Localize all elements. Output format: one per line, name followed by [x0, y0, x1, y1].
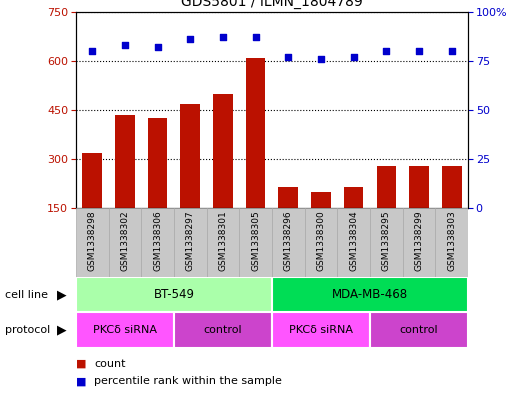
Bar [213, 94, 233, 257]
Bar [239, 208, 272, 277]
Text: ■: ■ [76, 376, 86, 386]
Text: GSM1338295: GSM1338295 [382, 210, 391, 271]
Bar [246, 58, 266, 257]
Bar [272, 208, 304, 277]
Bar [337, 208, 370, 277]
Text: GSM1338304: GSM1338304 [349, 210, 358, 271]
Bar [76, 312, 174, 348]
Bar [272, 312, 370, 348]
Text: control: control [203, 325, 242, 335]
Text: GSM1338305: GSM1338305 [251, 210, 260, 271]
Text: PKCδ siRNA: PKCδ siRNA [93, 325, 157, 335]
Bar [344, 187, 363, 257]
Bar [115, 115, 135, 257]
Text: GSM1338297: GSM1338297 [186, 210, 195, 271]
Bar [370, 208, 403, 277]
Text: protocol: protocol [5, 325, 51, 335]
Text: GSM1338300: GSM1338300 [316, 210, 325, 271]
Text: cell line: cell line [5, 290, 48, 300]
Bar [442, 166, 462, 257]
Bar [279, 187, 298, 257]
Point [448, 48, 456, 54]
Bar [174, 312, 272, 348]
Text: GSM1338306: GSM1338306 [153, 210, 162, 271]
Text: control: control [400, 325, 438, 335]
Text: GSM1338302: GSM1338302 [120, 210, 129, 271]
Text: ■: ■ [76, 358, 86, 369]
Bar [311, 192, 331, 257]
Bar [370, 312, 468, 348]
Point [121, 42, 129, 48]
Title: GDS5801 / ILMN_1804789: GDS5801 / ILMN_1804789 [181, 0, 363, 9]
Text: ▶: ▶ [57, 288, 66, 301]
Bar [180, 104, 200, 257]
Bar [272, 277, 468, 312]
Text: BT-549: BT-549 [153, 288, 195, 301]
Point [415, 48, 423, 54]
Text: percentile rank within the sample: percentile rank within the sample [94, 376, 282, 386]
Point [382, 48, 391, 54]
Point [153, 44, 162, 50]
Text: PKCδ siRNA: PKCδ siRNA [289, 325, 353, 335]
Bar [109, 208, 141, 277]
Text: MDA-MB-468: MDA-MB-468 [332, 288, 408, 301]
Bar [76, 208, 109, 277]
Bar [377, 166, 396, 257]
Bar [207, 208, 239, 277]
Point [186, 36, 195, 42]
Point [219, 34, 227, 40]
Bar [409, 166, 429, 257]
Bar [435, 208, 468, 277]
Point [252, 34, 260, 40]
Point [349, 54, 358, 60]
Point [317, 56, 325, 62]
Bar [82, 152, 102, 257]
Bar [76, 277, 272, 312]
Bar [141, 208, 174, 277]
Bar [403, 208, 435, 277]
Bar [174, 208, 207, 277]
Point [88, 48, 96, 54]
Text: GSM1338303: GSM1338303 [447, 210, 456, 271]
Text: GSM1338299: GSM1338299 [415, 210, 424, 271]
Text: GSM1338296: GSM1338296 [284, 210, 293, 271]
Bar [147, 118, 167, 257]
Point [284, 54, 292, 60]
Bar [304, 208, 337, 277]
Text: ▶: ▶ [57, 323, 66, 337]
Text: GSM1338301: GSM1338301 [219, 210, 228, 271]
Text: count: count [94, 358, 126, 369]
Text: GSM1338298: GSM1338298 [88, 210, 97, 271]
